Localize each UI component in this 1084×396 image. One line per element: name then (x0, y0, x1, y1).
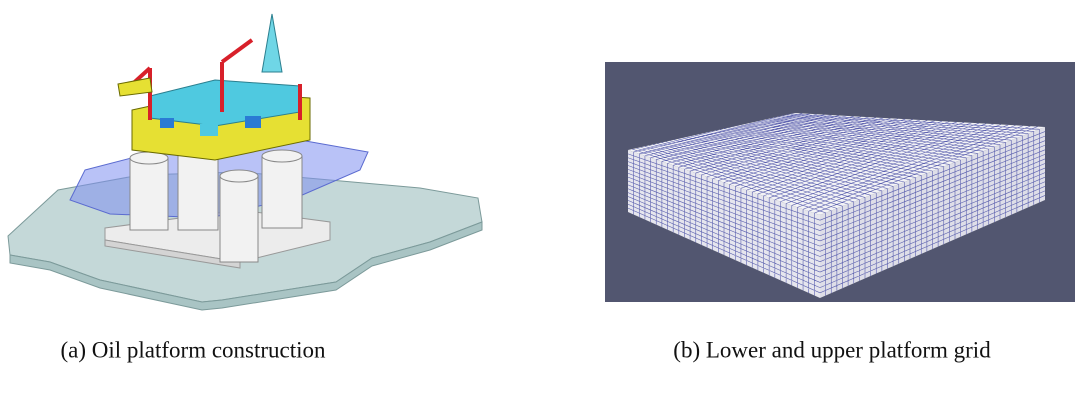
module (245, 116, 261, 128)
module (160, 118, 174, 128)
figure: (a) Oil platform construction (b) Lower … (0, 0, 1084, 396)
caption: (a) Oil platform construction (60, 337, 326, 362)
derrick (262, 14, 282, 72)
oil-platform-illustration (8, 14, 482, 310)
module (200, 124, 218, 136)
caption: (b) Lower and upper platform grid (673, 337, 991, 362)
helideck (118, 78, 152, 96)
